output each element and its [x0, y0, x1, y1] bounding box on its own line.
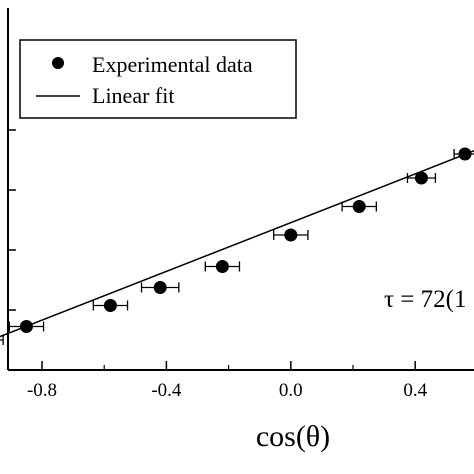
data-point-8	[458, 147, 472, 161]
data-point-4	[215, 260, 229, 273]
legend: Experimental data Linear fit	[19, 39, 297, 119]
data-point-5	[284, 228, 298, 242]
data-point-7	[414, 171, 428, 185]
axes-frame	[7, 8, 474, 371]
data-point-6	[352, 200, 366, 213]
linear-fit-line	[0, 150, 474, 338]
x-tick-label-0: -0.8	[27, 380, 57, 401]
tau-annotation: τ = 72(1	[384, 286, 466, 313]
x-axis-label: cos(θ)	[256, 420, 330, 453]
legend-marker-experimental	[52, 57, 64, 69]
x-tick-label-1: -0.4	[151, 380, 182, 401]
x-tick-label-3: 0.4	[403, 380, 427, 401]
x-tick-label-2: 0.0	[279, 380, 303, 401]
data-points-layer	[0, 147, 474, 345]
data-point-1	[19, 320, 33, 333]
data-point-3	[153, 281, 167, 294]
fit-line-layer	[0, 150, 474, 338]
legend-label-experimental: Experimental data	[92, 52, 253, 77]
data-point-2	[103, 299, 117, 312]
legend-box	[19, 39, 297, 119]
legend-label-linear-fit: Linear fit	[92, 83, 174, 108]
x-tick-labels: -0.8 -0.4 0.0 0.4	[27, 380, 428, 401]
